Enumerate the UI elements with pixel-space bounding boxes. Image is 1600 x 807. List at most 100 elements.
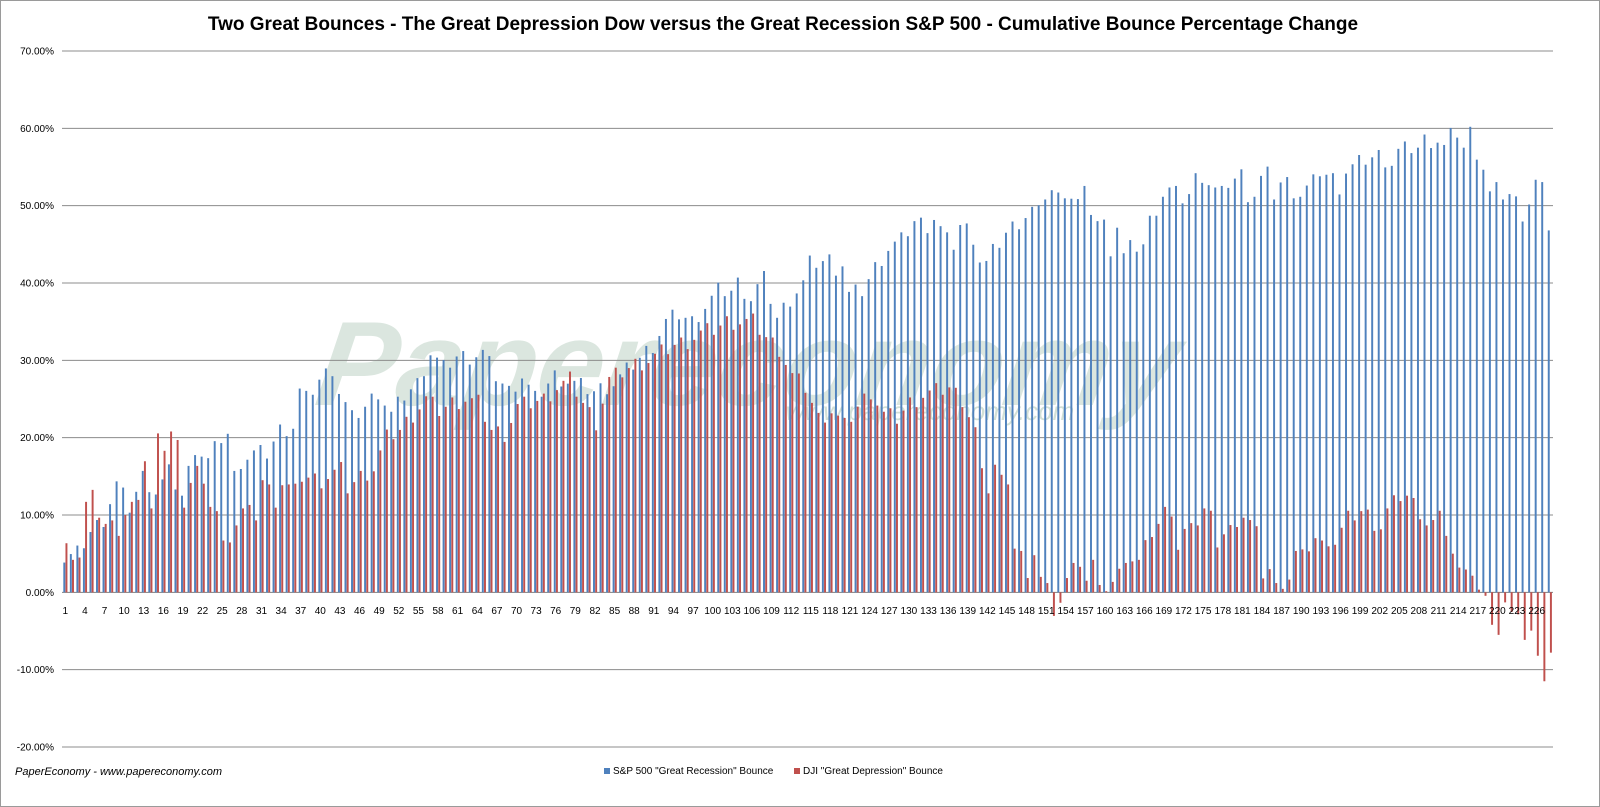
sp500-bar	[109, 504, 112, 593]
dji-bar	[739, 324, 741, 593]
sp500-bar	[978, 262, 981, 593]
sp500-bar	[416, 378, 419, 593]
x-tick-label: 106	[744, 606, 761, 617]
sp500-bar	[808, 255, 811, 593]
sp500-bar	[488, 356, 491, 593]
dji-bar	[1412, 497, 1415, 593]
sp500-bar	[1240, 169, 1243, 593]
x-tick-label: 52	[393, 606, 405, 617]
sp500-bar	[200, 456, 203, 593]
sp500-bar	[514, 391, 517, 593]
sp500-bar	[1351, 164, 1354, 593]
dji-bar	[248, 504, 251, 593]
sp500-bar	[135, 491, 138, 593]
dji-bar	[1432, 520, 1435, 593]
sp500-bar	[1253, 196, 1256, 593]
dji-bar	[693, 339, 696, 593]
sp500-bar	[226, 433, 229, 593]
sp500-bar	[998, 247, 1001, 593]
sp500-bar	[1521, 221, 1524, 593]
x-tick-label: 214	[1450, 606, 1467, 617]
sp500-bar	[821, 261, 824, 593]
sp500-bar	[625, 362, 628, 593]
dji-bar	[1549, 592, 1552, 653]
sp500-bar	[318, 379, 321, 593]
sp500-bar	[481, 349, 484, 593]
credit-text: PaperEconomy - www.papereconomy.com	[15, 766, 222, 778]
dji-bar	[1386, 508, 1389, 593]
dji-bar	[1020, 550, 1023, 593]
sp500-bar	[1273, 199, 1276, 593]
sp500-bar	[789, 306, 792, 593]
sp500-bar	[1325, 174, 1328, 593]
x-tick-label: 157	[1077, 606, 1094, 617]
dji-bar	[954, 387, 957, 593]
dji-bar	[143, 461, 146, 593]
sp500-bar	[1541, 182, 1544, 593]
sp500-bar	[1018, 229, 1021, 593]
dji-bar	[1314, 538, 1317, 593]
dji-bar	[294, 483, 297, 593]
sp500-bar	[939, 226, 942, 593]
x-tick-label: 22	[197, 606, 209, 617]
dji-bar	[1105, 591, 1108, 593]
x-tick-label: 145	[999, 606, 1016, 617]
sp500-bar	[1129, 240, 1132, 593]
dji-bar	[529, 408, 532, 593]
sp500-bar	[1057, 192, 1060, 593]
x-tick-label: 169	[1156, 606, 1173, 617]
sp500-bar	[357, 417, 360, 593]
x-tick-label: 190	[1293, 606, 1310, 617]
sp500-bar	[965, 223, 968, 593]
dji-bar	[582, 402, 585, 593]
dji-bar	[431, 396, 434, 593]
sp500-bar	[377, 399, 380, 593]
dji-bar	[346, 493, 349, 593]
sp500-bar	[527, 384, 530, 593]
dji-bar	[909, 397, 912, 593]
sp500-bar	[534, 390, 537, 593]
dji-bar	[595, 430, 598, 593]
x-tick-label: 76	[550, 606, 562, 617]
sp500-bar	[717, 282, 720, 593]
dji-bar	[660, 344, 663, 593]
legend: S&P 500 "Great Recession" Bounce DJI "Gr…	[604, 766, 943, 777]
dji-bar	[470, 398, 473, 593]
sp500-bar	[76, 545, 79, 593]
dji-bar	[549, 401, 552, 593]
sp500-bar	[1462, 147, 1465, 593]
sp500-bar	[1456, 137, 1459, 593]
dji-bar	[516, 404, 519, 593]
dji-bar	[438, 416, 441, 593]
dji-bar	[85, 501, 88, 593]
dji-bar	[1530, 592, 1533, 631]
x-tick-label: 217	[1469, 606, 1486, 617]
sp500-bar	[1181, 203, 1184, 593]
sp500-bar	[743, 298, 746, 593]
sp500-bar	[82, 548, 85, 593]
dji-bar	[1098, 584, 1101, 593]
dji-bar	[523, 396, 526, 593]
x-tick-label: 118	[822, 606, 838, 617]
dji-bar	[1085, 580, 1088, 593]
dji-bar	[1517, 592, 1520, 615]
sp500-bar	[1423, 134, 1426, 593]
dji-bar	[457, 409, 460, 593]
sp500-bar	[324, 368, 327, 593]
sp500-bar	[259, 445, 262, 593]
x-tick-label: 187	[1273, 606, 1290, 617]
dji-bar	[215, 511, 218, 593]
dji-bar	[1144, 540, 1147, 593]
dji-bar	[1464, 569, 1467, 593]
sp500-bar	[1312, 174, 1315, 593]
dji-bar	[209, 506, 212, 593]
x-tick-label: 127	[881, 606, 898, 617]
dji-bar	[385, 429, 388, 593]
sp500-bar	[115, 481, 118, 593]
sp500-bar	[1083, 185, 1086, 593]
sp500-bar	[1279, 182, 1282, 593]
dji-bar	[333, 469, 336, 593]
sp500-bar	[1260, 175, 1262, 593]
x-tick-label: 175	[1195, 606, 1212, 617]
dji-bar	[752, 313, 755, 593]
